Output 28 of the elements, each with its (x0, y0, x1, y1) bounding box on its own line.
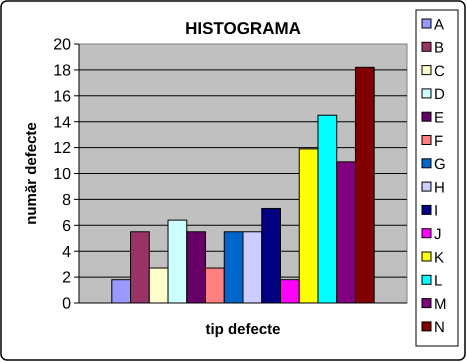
legend-label: I (434, 202, 438, 220)
y-tick-label: 0 (62, 296, 72, 313)
y-axis-title: număr defecte (23, 122, 40, 225)
legend-label: C (434, 62, 445, 80)
legend-label: D (434, 86, 445, 104)
legend-label: M (434, 296, 446, 313)
y-tick-label: 6 (62, 218, 72, 235)
x-axis-title: tip defecte (205, 321, 281, 338)
legend-label: B (434, 40, 444, 57)
y-tick-label: 18 (53, 62, 72, 80)
legend-label: K (434, 249, 444, 266)
y-tick-label: 2 (62, 270, 72, 287)
y-tick-label: 8 (62, 192, 72, 209)
y-tick-label: 16 (53, 88, 72, 106)
y-tick-label: 12 (53, 140, 72, 158)
legend-label: L (434, 272, 442, 290)
y-tick-label: 4 (62, 244, 72, 261)
legend-label: F (434, 132, 444, 150)
y-tick-label: 14 (53, 114, 72, 132)
legend-label: G (434, 156, 446, 174)
chart-title: HISTOGRAMA (185, 19, 301, 38)
legend-label: N (434, 319, 445, 336)
legend-label: E (434, 109, 444, 126)
legend-label: H (434, 179, 445, 196)
legend-label: J (434, 226, 442, 243)
legend-label: A (434, 16, 444, 34)
y-tick-label: 10 (53, 166, 72, 184)
y-tick-label: 20 (53, 36, 72, 54)
